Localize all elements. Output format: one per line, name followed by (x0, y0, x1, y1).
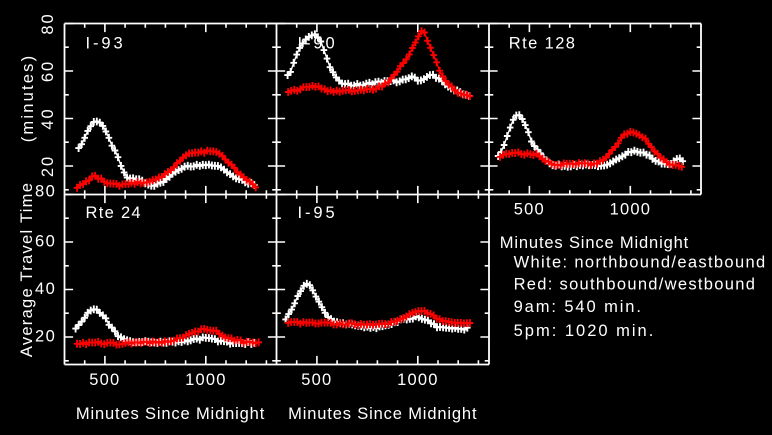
svg-text:Rte 24: Rte 24 (86, 204, 142, 222)
svg-text:White: northbound/eastbound: White: northbound/eastbound (514, 254, 767, 272)
svg-text:I-90: I-90 (298, 35, 338, 53)
svg-text:5pm: 1020 min.: 5pm: 1020 min. (514, 322, 656, 340)
svg-text:500: 500 (301, 371, 332, 389)
svg-text:500: 500 (89, 371, 120, 389)
svg-text:Average Travel Time: Average Travel Time (18, 182, 36, 357)
svg-text:500: 500 (514, 201, 545, 219)
svg-text:40: 40 (39, 107, 57, 129)
svg-text:Minutes Since Midnight: Minutes Since Midnight (500, 234, 689, 252)
svg-text:9am: 540 min.: 9am: 540 min. (514, 298, 643, 316)
svg-text:Rte 128: Rte 128 (509, 35, 577, 53)
svg-text:60: 60 (35, 233, 56, 251)
svg-text:Red: southbound/westbound: Red: southbound/westbound (514, 276, 757, 294)
svg-text:1000: 1000 (397, 371, 439, 389)
svg-text:Minutes Since Midnight: Minutes Since Midnight (288, 405, 477, 423)
svg-text:I-95: I-95 (298, 204, 338, 222)
svg-text:80: 80 (35, 183, 56, 201)
svg-text:1000: 1000 (610, 201, 652, 219)
svg-text:40: 40 (35, 280, 56, 298)
svg-text:Minutes Since Midnight: Minutes Since Midnight (76, 405, 265, 423)
svg-text:80: 80 (39, 12, 57, 34)
svg-text:(minutes): (minutes) (19, 54, 37, 143)
svg-text:20: 20 (35, 328, 56, 346)
svg-text:60: 60 (39, 60, 57, 82)
svg-text:1000: 1000 (185, 371, 227, 389)
svg-text:I-93: I-93 (86, 35, 126, 53)
svg-text:20: 20 (39, 155, 57, 177)
